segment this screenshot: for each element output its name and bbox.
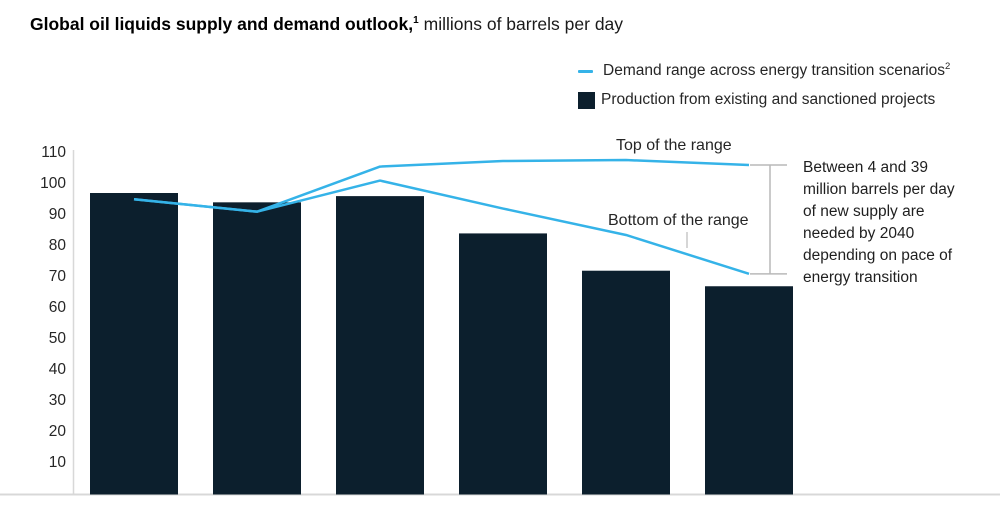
- production-bar: [90, 193, 178, 495]
- callout-line: needed by 2040: [803, 225, 915, 242]
- square-swatch-icon: [578, 91, 595, 109]
- bottom-of-range-label: Bottom of the range: [608, 212, 749, 229]
- callout-line: Between 4 and 39: [803, 159, 928, 176]
- y-tick-label: 10: [48, 454, 66, 472]
- production-bar: [213, 202, 301, 495]
- chart-title-units: millions of barrels per day: [423, 14, 624, 34]
- legend-item-demand-range: Demand range across energy transition sc…: [578, 61, 950, 81]
- y-tick-label: 70: [48, 267, 66, 285]
- legend-label: Demand range across energy transition sc…: [603, 61, 950, 80]
- callout-line: depending on pace of: [803, 247, 953, 264]
- callout-line: million barrels per day: [803, 181, 955, 198]
- chart-title-bold: Global oil liquids supply and demand out…: [30, 14, 414, 34]
- y-tick-label: 110: [41, 143, 66, 161]
- line-swatch-icon: [578, 69, 593, 73]
- footnote-marker-2: 2: [945, 61, 951, 73]
- callout-line: energy transition: [803, 269, 918, 286]
- production-bar: [336, 196, 424, 495]
- legend-label: Production from existing and sanctioned …: [601, 91, 936, 108]
- production-bar: [459, 233, 547, 495]
- y-tick-label: 40: [48, 361, 66, 379]
- footnote-marker-1: 1: [413, 15, 419, 27]
- production-bar: [705, 286, 793, 495]
- y-tick-label: 60: [48, 299, 66, 316]
- range-bracket: [750, 164, 787, 275]
- y-tick-label: 80: [48, 236, 66, 254]
- y-tick-label: 50: [48, 330, 66, 348]
- production-bar: [582, 270, 670, 495]
- supply-gap-callout: Between 4 and 39 million barrels per day…: [803, 157, 955, 289]
- y-tick-label: 100: [40, 174, 66, 192]
- y-tick-label: 20: [48, 423, 66, 441]
- callout-line: of new supply are: [803, 203, 925, 220]
- y-tick-label: 90: [48, 205, 66, 223]
- demand-line: [133, 179, 750, 276]
- chart-title: Global oil liquids supply and demand out…: [30, 14, 623, 35]
- top-of-range-label: Top of the range: [616, 137, 732, 154]
- y-tick-label: 30: [48, 392, 66, 410]
- legend-item-production: Production from existing and sanctioned …: [578, 90, 935, 110]
- legend-label-text: Demand range across energy transition sc…: [603, 62, 946, 80]
